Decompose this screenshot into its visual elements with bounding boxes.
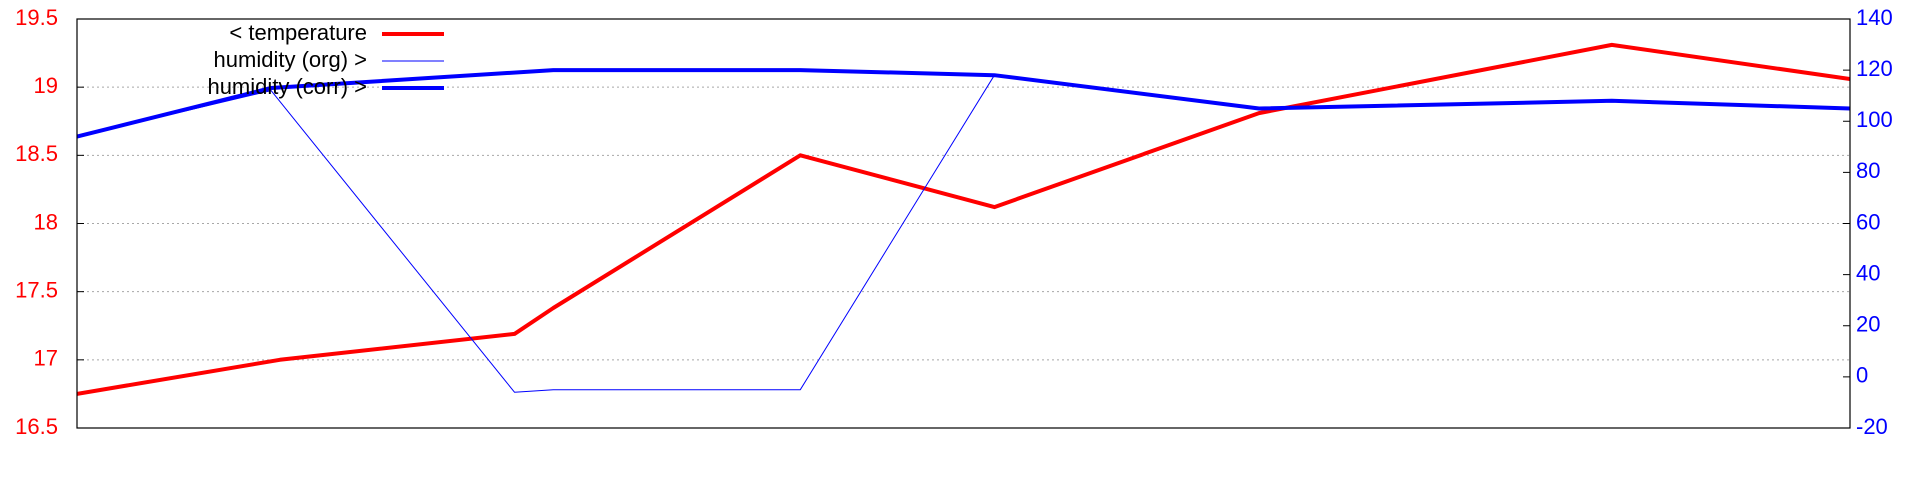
- series-line-1: [77, 42, 1850, 396]
- left-tick-label: 17: [34, 346, 58, 371]
- series-line-3: [77, 68, 1850, 139]
- right-tick-label: 120: [1856, 56, 1893, 81]
- left-axis: 16.5 17 17.5 18 18.5 19 19.5: [15, 5, 84, 439]
- right-tick-label: 80: [1856, 158, 1880, 183]
- grid-layer: [77, 86, 1850, 361]
- left-tick-label: 19: [34, 73, 58, 98]
- right-tick-label: 140: [1856, 5, 1893, 30]
- left-tick-label: 19.5: [15, 5, 58, 30]
- left-tick-label: 16.5: [15, 414, 58, 439]
- left-tick-label: 18: [34, 209, 58, 234]
- right-axis: -20 0 20 40 60 80 100 120 140: [1843, 5, 1893, 439]
- series-layer: [77, 42, 1850, 396]
- left-tick-label: 18.5: [15, 141, 58, 166]
- legend-label-1: < temperature: [229, 20, 367, 45]
- legend-label-2: humidity (org) >: [214, 47, 367, 72]
- right-tick-label: 20: [1856, 312, 1880, 337]
- series-line-2: [77, 74, 1850, 393]
- right-tick-label: 0: [1856, 363, 1868, 388]
- right-tick-label: 100: [1856, 107, 1893, 132]
- legend-label-3: humidity (corr) >: [207, 74, 367, 99]
- right-tick-label: 60: [1856, 209, 1880, 234]
- right-tick-label: 40: [1856, 260, 1880, 285]
- right-tick-label: -20: [1856, 414, 1888, 439]
- left-tick-label: 17.5: [15, 277, 58, 302]
